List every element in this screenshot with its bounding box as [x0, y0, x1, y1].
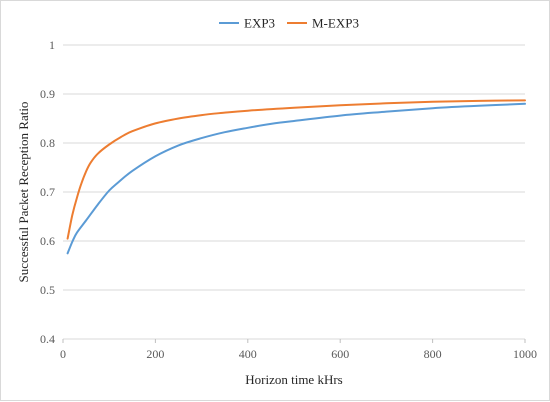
y-tick-label: 0.9	[40, 87, 55, 101]
y-tick-label: 0.5	[40, 283, 55, 297]
x-tick-label: 1000	[513, 347, 537, 361]
x-axis-title: Horizon time kHrs	[245, 372, 342, 387]
grid-lines	[63, 44, 525, 340]
y-tick-label: 0.7	[40, 185, 55, 199]
axes: 0.4 0.5 0.6 0.7 0.8 0.9 1 0 200 400 600 800 1000	[40, 38, 537, 361]
x-tick-label: 400	[239, 347, 257, 361]
series-lines	[66, 99, 526, 255]
x-tick-label: 0	[60, 347, 66, 361]
legend-label: EXP3	[244, 16, 275, 31]
x-tick-label: 200	[146, 347, 164, 361]
x-tick-label: 800	[424, 347, 442, 361]
y-tick-label: 0.6	[40, 234, 55, 248]
y-tick-label: 0.8	[40, 136, 55, 150]
legend-label: M-EXP3	[312, 16, 359, 31]
series-line-m-exp3	[66, 99, 526, 240]
series-line-exp3	[66, 102, 526, 255]
y-tick-label: 0.4	[40, 332, 55, 346]
x-tick-label: 600	[331, 347, 349, 361]
y-tick-label: 1	[49, 38, 55, 52]
legend: EXP3 M-EXP3	[219, 16, 359, 31]
y-axis-title: Successful Packet Reception Ratio	[16, 102, 31, 283]
